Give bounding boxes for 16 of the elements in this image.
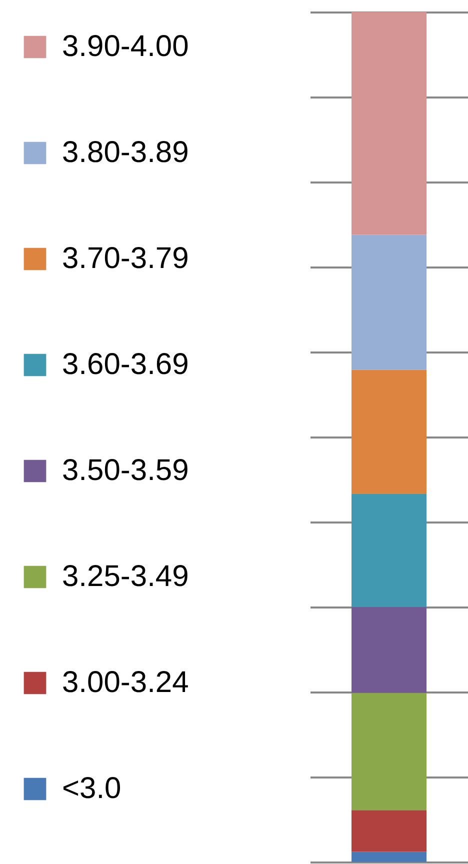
legend-label: <3.0 bbox=[62, 772, 122, 805]
bar bbox=[352, 494, 426, 607]
bar bbox=[352, 12, 426, 235]
legend-label: 3.00-3.24 bbox=[62, 666, 189, 699]
bar bbox=[352, 607, 426, 693]
legend-label: 3.80-3.89 bbox=[62, 136, 189, 169]
bar bbox=[352, 810, 426, 852]
legend-label: 3.60-3.69 bbox=[62, 348, 189, 381]
bar bbox=[352, 370, 426, 494]
bar bbox=[352, 234, 426, 370]
bar bbox=[352, 692, 426, 810]
legend-label: 3.50-3.59 bbox=[62, 454, 189, 487]
legend-label: 3.70-3.79 bbox=[62, 242, 189, 275]
legend-label: 3.25-3.49 bbox=[62, 560, 189, 593]
legend-label: 3.90-4.00 bbox=[62, 30, 189, 63]
bar bbox=[352, 852, 426, 862]
